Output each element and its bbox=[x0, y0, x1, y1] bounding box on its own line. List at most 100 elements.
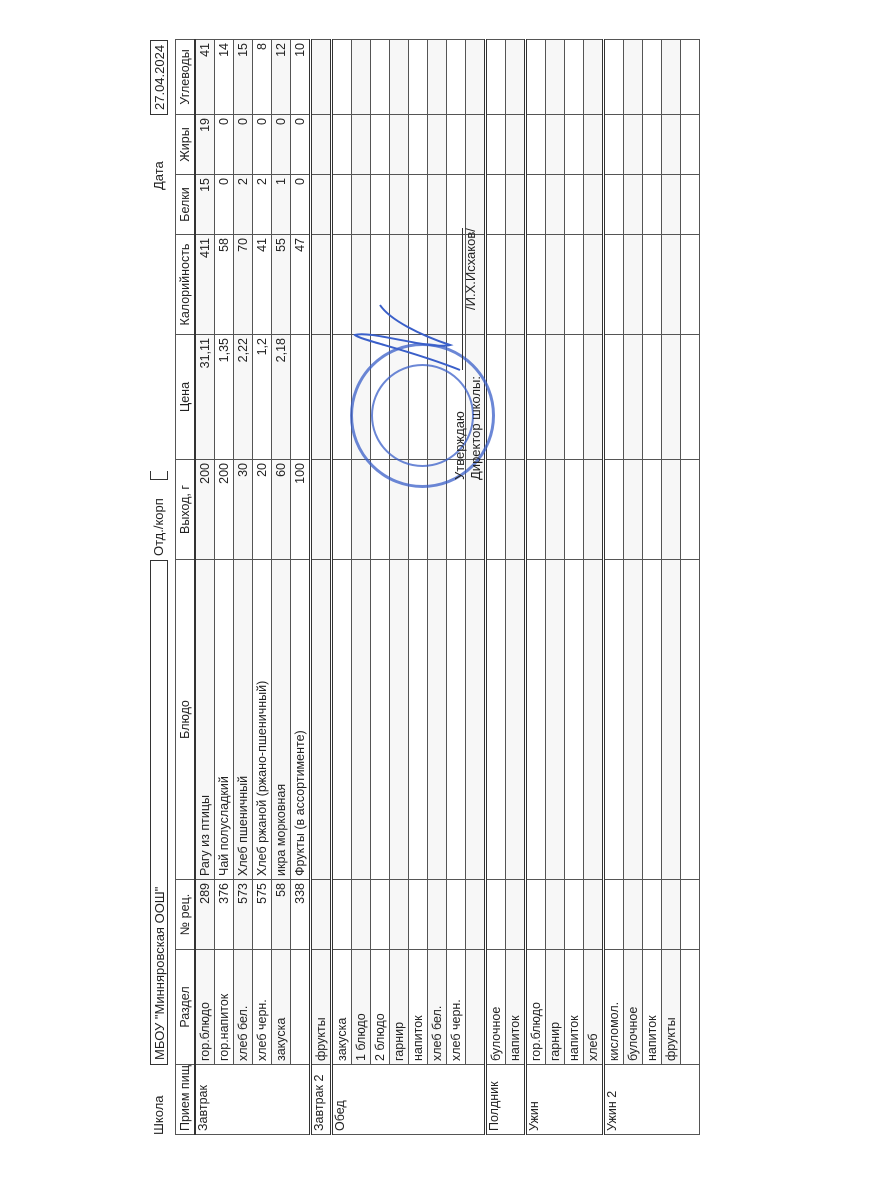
table-row: Ужин 2 кисломол. bbox=[603, 39, 700, 1135]
table-cell bbox=[623, 234, 643, 335]
table-cell bbox=[661, 39, 681, 115]
table-cell: 58 bbox=[271, 879, 291, 950]
table-cell: напиток bbox=[564, 949, 584, 1065]
table-cell: фрукты bbox=[661, 949, 681, 1065]
table-row: напиток bbox=[505, 39, 526, 1135]
table-cell bbox=[545, 879, 565, 950]
table-cell bbox=[603, 559, 624, 880]
table-cell: 2,22 bbox=[233, 334, 253, 460]
column-header: Цена bbox=[175, 334, 195, 460]
table-cell bbox=[623, 39, 643, 115]
table-row: хлеб бел. bbox=[427, 39, 447, 1135]
table-cell bbox=[525, 559, 546, 880]
meal-name: Обед bbox=[331, 1064, 486, 1135]
table-cell bbox=[331, 234, 352, 335]
table-cell bbox=[680, 234, 700, 335]
table-cell bbox=[623, 334, 643, 460]
table-row: хлеб черн. bbox=[446, 39, 466, 1135]
table-cell bbox=[427, 174, 447, 235]
table-row: напиток bbox=[408, 39, 428, 1135]
table-cell bbox=[310, 879, 332, 950]
table-cell: 0 bbox=[233, 114, 253, 175]
table-cell bbox=[505, 459, 526, 560]
table-cell bbox=[505, 234, 526, 335]
table-cell bbox=[525, 459, 546, 560]
table-cell bbox=[623, 174, 643, 235]
table-row: гор.напиток 376 Чай полусладкий 200 1,35 58 0 0… bbox=[214, 39, 234, 1135]
column-header: Углеводы bbox=[175, 39, 195, 115]
table-cell: 55 bbox=[271, 234, 291, 335]
table-cell bbox=[583, 559, 604, 880]
table-cell bbox=[505, 879, 526, 950]
table-cell bbox=[525, 114, 546, 175]
table-cell bbox=[485, 879, 506, 950]
table-cell bbox=[525, 234, 546, 335]
table-cell bbox=[642, 174, 662, 235]
table-cell bbox=[505, 559, 526, 880]
table-cell: хлеб bbox=[583, 949, 604, 1065]
table-cell bbox=[331, 39, 352, 115]
meal-name: Завтрак bbox=[195, 1064, 311, 1135]
date-value: 27.04.2024 bbox=[150, 40, 168, 115]
table-cell bbox=[408, 559, 428, 880]
table-cell: 1 блюдо bbox=[351, 949, 371, 1065]
table-cell bbox=[408, 114, 428, 175]
column-header: № рец. bbox=[175, 879, 195, 950]
column-header: Выход, г bbox=[175, 459, 195, 560]
table-cell: Фрукты (в ассортименте) bbox=[290, 559, 311, 880]
table-cell bbox=[525, 879, 546, 950]
table-cell: 411 bbox=[195, 234, 215, 335]
table-cell bbox=[623, 459, 643, 560]
table-cell bbox=[603, 879, 624, 950]
table-cell bbox=[642, 334, 662, 460]
table-cell bbox=[310, 39, 332, 115]
table-cell bbox=[408, 39, 428, 115]
table-cell: 0 bbox=[290, 114, 311, 175]
table-row: хлеб бел. 573 Хлеб пшеничный 30 2,22 70 2 0 15 bbox=[233, 39, 253, 1135]
table-cell bbox=[389, 174, 409, 235]
table-cell bbox=[564, 39, 584, 115]
table-cell: Хлеб ржаной (ржано-пшеничный) bbox=[252, 559, 272, 880]
table-cell bbox=[545, 39, 565, 115]
table-row bbox=[680, 39, 700, 1135]
table-cell: 60 bbox=[271, 459, 291, 560]
table-cell bbox=[485, 559, 506, 880]
table-cell bbox=[389, 879, 409, 950]
table-cell: булочное bbox=[485, 949, 506, 1065]
table-cell: гарнир bbox=[389, 949, 409, 1065]
table-row: гарнир bbox=[389, 39, 409, 1135]
table-cell bbox=[680, 174, 700, 235]
table-cell bbox=[680, 459, 700, 560]
table-cell bbox=[505, 39, 526, 115]
table-cell: 575 bbox=[252, 879, 272, 950]
table-cell bbox=[331, 174, 352, 235]
table-cell bbox=[642, 459, 662, 560]
table-cell: 0 bbox=[214, 114, 234, 175]
table-cell bbox=[680, 879, 700, 950]
table-cell bbox=[331, 334, 352, 460]
table-cell bbox=[427, 39, 447, 115]
table-cell: Рагу из птицы bbox=[195, 559, 215, 880]
table-cell: 1 bbox=[271, 174, 291, 235]
table-cell bbox=[603, 459, 624, 560]
table-cell: 14 bbox=[214, 39, 234, 115]
table-cell bbox=[331, 459, 352, 560]
table-cell bbox=[661, 459, 681, 560]
table-cell: 1,35 bbox=[214, 334, 234, 460]
table-cell: кисломол. bbox=[603, 949, 624, 1065]
table-cell: 2,18 bbox=[271, 334, 291, 460]
director-signature bbox=[353, 304, 461, 371]
table-cell: гарнир bbox=[545, 949, 565, 1065]
table-cell bbox=[505, 114, 526, 175]
table-cell: 200 bbox=[214, 459, 234, 560]
table-row: 1 блюдо bbox=[351, 39, 371, 1135]
table-cell bbox=[370, 39, 390, 115]
table-cell: икра морковная bbox=[271, 559, 291, 880]
table-cell bbox=[351, 39, 371, 115]
table-cell: хлеб бел. bbox=[427, 949, 447, 1065]
table-cell: 0 bbox=[271, 114, 291, 175]
table-cell bbox=[485, 114, 506, 175]
table-row: 2 блюдо bbox=[370, 39, 390, 1135]
table-cell bbox=[564, 459, 584, 560]
table-cell: 41 bbox=[195, 39, 215, 115]
